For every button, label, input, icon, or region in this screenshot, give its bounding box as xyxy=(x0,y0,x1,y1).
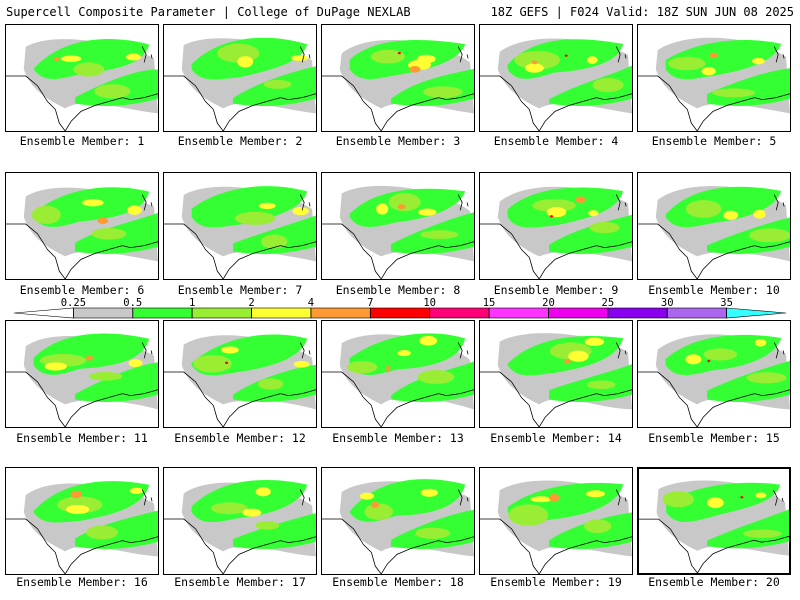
ensemble-map-panel[interactable] xyxy=(479,24,633,132)
ensemble-map-panel[interactable] xyxy=(5,172,159,280)
ensemble-map-panel[interactable] xyxy=(163,24,317,132)
ensemble-member-label: Ensemble Member: 4 xyxy=(493,134,619,148)
colorbar-tick-label: 30 xyxy=(661,297,674,309)
colorbar-segment xyxy=(607,307,668,319)
colorbar-segment xyxy=(73,307,134,319)
ensemble-map xyxy=(164,186,316,279)
colorbar-tick-label: 0.5 xyxy=(123,297,142,309)
ensemble-map-panel[interactable] xyxy=(163,467,317,575)
ensemble-map xyxy=(322,185,474,279)
run-info: 18Z GEFS | F024 Valid: 18Z SUN JUN 08 20… xyxy=(490,5,794,19)
ensemble-map-panel[interactable] xyxy=(479,172,633,280)
ensemble-member-label: Ensemble Member: 18 xyxy=(332,575,464,589)
colorbar-segment xyxy=(429,307,490,319)
ensemble-member-label: Ensemble Member: 14 xyxy=(490,431,622,445)
ensemble-map xyxy=(322,39,474,131)
ensemble-map xyxy=(6,481,158,574)
ensemble-member-label: Ensemble Member: 1 xyxy=(19,134,145,148)
colorbar-segment xyxy=(13,307,74,319)
colorbar-tick-label: 7 xyxy=(367,297,373,309)
colorbar-tick-label: 10 xyxy=(423,297,436,309)
ensemble-map-panel[interactable] xyxy=(321,467,475,575)
map-title: Supercell Composite Parameter | College … xyxy=(6,5,411,19)
ensemble-map-panel[interactable] xyxy=(5,24,159,132)
ensemble-member-label: Ensemble Member: 16 xyxy=(16,575,148,589)
colorbar-tick-label: 15 xyxy=(483,297,496,309)
ensemble-map-panel[interactable] xyxy=(637,320,791,428)
colorbar-tick-label: 0.25 xyxy=(61,297,86,309)
ensemble-map-panel[interactable] xyxy=(5,320,159,428)
ensemble-map xyxy=(638,334,790,427)
ensemble-map-panel[interactable] xyxy=(5,467,159,575)
ensemble-map-panel[interactable] xyxy=(163,172,317,280)
ensemble-map xyxy=(638,186,790,279)
ensemble-member-label: Ensemble Member: 20 xyxy=(648,575,780,589)
ensemble-member-label: Ensemble Member: 15 xyxy=(648,431,780,445)
ensemble-map xyxy=(480,480,632,574)
colorbar-segment xyxy=(310,307,371,319)
colorbar: 0.25 0.5 1 2 4 7 10 15 20 25 30 35 xyxy=(13,297,787,319)
ensemble-map-panel[interactable] xyxy=(637,172,791,280)
colorbar-segment xyxy=(548,307,609,319)
colorbar-segment xyxy=(191,307,252,319)
colorbar-segment xyxy=(726,307,787,319)
color-legend: 0.25 0.5 1 2 4 7 10 15 20 25 30 35 xyxy=(13,297,787,319)
ensemble-member-label: Ensemble Member: 12 xyxy=(174,431,306,445)
ensemble-map xyxy=(164,334,316,427)
ensemble-map-panel[interactable] xyxy=(637,467,791,575)
ensemble-map xyxy=(639,480,789,573)
ensemble-map xyxy=(6,333,158,427)
ensemble-map xyxy=(638,37,790,131)
ensemble-map xyxy=(322,479,474,574)
ensemble-map-panel[interactable] xyxy=(321,172,475,280)
ensemble-map-panel[interactable] xyxy=(163,320,317,428)
colorbar-segment xyxy=(488,307,549,319)
ensemble-member-label: Ensemble Member: 19 xyxy=(490,575,622,589)
colorbar-tick-label: 20 xyxy=(542,297,555,309)
ensemble-map xyxy=(322,333,474,427)
ensemble-map xyxy=(6,187,158,279)
ensemble-map xyxy=(480,333,632,427)
ensemble-member-label: Ensemble Member: 17 xyxy=(174,575,306,589)
ensemble-member-label: Ensemble Member: 7 xyxy=(177,283,303,297)
colorbar-segment xyxy=(370,307,430,319)
ensemble-map xyxy=(164,479,316,574)
ensemble-map xyxy=(164,37,316,131)
ensemble-map-panel[interactable] xyxy=(321,320,475,428)
ensemble-map xyxy=(480,186,632,279)
ensemble-map xyxy=(480,38,632,131)
ensemble-map-panel[interactable] xyxy=(479,320,633,428)
colorbar-tick-label: 1 xyxy=(189,297,195,309)
ensemble-member-label: Ensemble Member: 8 xyxy=(335,283,461,297)
ensemble-map-panel[interactable] xyxy=(479,467,633,575)
ensemble-map-panel[interactable] xyxy=(637,24,791,132)
ensemble-member-label: Ensemble Member: 2 xyxy=(177,134,303,148)
ensemble-member-label: Ensemble Member: 6 xyxy=(19,283,145,297)
colorbar-segment xyxy=(132,307,193,319)
ensemble-member-label: Ensemble Member: 9 xyxy=(493,283,619,297)
colorbar-segment xyxy=(251,307,312,319)
colorbar-tick-label: 2 xyxy=(248,297,254,309)
colorbar-tick-label: 25 xyxy=(602,297,615,309)
ensemble-member-label: Ensemble Member: 3 xyxy=(335,134,461,148)
colorbar-segment xyxy=(666,307,727,319)
colorbar-tick-label: 35 xyxy=(720,297,733,309)
ensemble-member-label: Ensemble Member: 10 xyxy=(648,283,780,297)
ensemble-member-label: Ensemble Member: 13 xyxy=(332,431,464,445)
ensemble-member-label: Ensemble Member: 5 xyxy=(651,134,777,148)
ensemble-map xyxy=(6,38,158,131)
colorbar-tick-label: 4 xyxy=(308,297,314,309)
ensemble-map-panel[interactable] xyxy=(321,24,475,132)
ensemble-member-label: Ensemble Member: 11 xyxy=(16,431,148,445)
